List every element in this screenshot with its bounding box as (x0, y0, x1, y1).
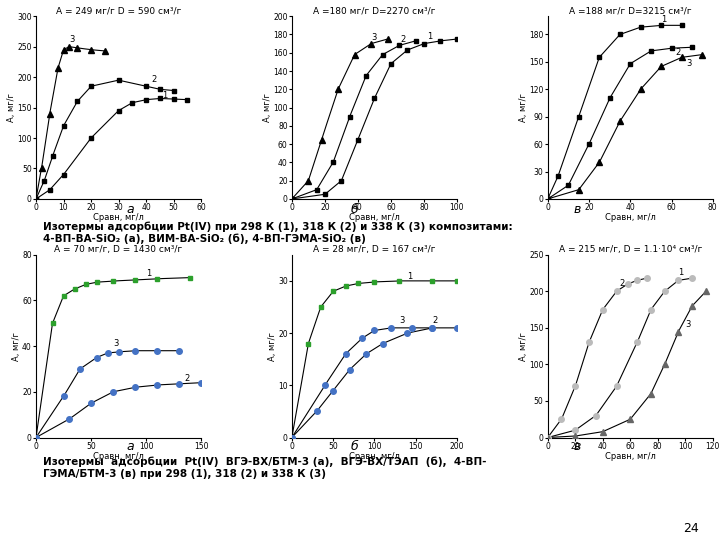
X-axis label: Сравн, мг/л: Сравн, мг/л (349, 213, 400, 222)
Text: Изотермы адсорбции Pt(IV) при 298 К (1), 318 К (2) и 338 К (3) композитами:
4-ВП: Изотермы адсорбции Pt(IV) при 298 К (1),… (42, 221, 513, 244)
Text: б: б (350, 440, 358, 453)
Text: 1: 1 (163, 91, 168, 100)
Y-axis label: А, мг/г: А, мг/г (12, 332, 21, 361)
Text: в: в (574, 440, 581, 453)
Text: 1: 1 (427, 32, 433, 41)
X-axis label: Сравн, мг/л: Сравн, мг/л (93, 213, 144, 222)
Text: 3: 3 (399, 316, 405, 325)
Text: б: б (350, 204, 358, 217)
Text: 3: 3 (685, 320, 690, 329)
Text: Изотермы  адсорбции  Pt(IV)  ВГЭ-ВХ/БТМ-3 (а),  ВГЭ-ВХ/ТЭАП  (б),  4-ВП-
ГЭМА/БТ: Изотермы адсорбции Pt(IV) ВГЭ-ВХ/БТМ-3 (… (42, 456, 486, 478)
X-axis label: Сравн, мг/л: Сравн, мг/л (93, 452, 144, 461)
Text: 2: 2 (184, 374, 190, 383)
Text: 2: 2 (151, 76, 157, 84)
Text: 1: 1 (146, 268, 151, 278)
X-axis label: Сравн, мг/л: Сравн, мг/л (605, 452, 656, 461)
Text: а: а (127, 440, 135, 453)
Y-axis label: А, мг/г: А, мг/г (263, 93, 272, 122)
Title: A = 215 мг/г, D = 1.1·10⁴ см³/г: A = 215 мг/г, D = 1.1·10⁴ см³/г (559, 245, 702, 254)
Title: A =180 мг/г D=2270 см³/г: A =180 мг/г D=2270 см³/г (313, 6, 436, 16)
Text: а: а (127, 204, 135, 217)
Text: 1: 1 (661, 15, 667, 24)
Y-axis label: А, мг/г: А, мг/г (518, 332, 528, 361)
X-axis label: Сравн, мг/л: Сравн, мг/л (605, 213, 656, 222)
Title: A = 249 мг/г D = 590 см³/г: A = 249 мг/г D = 590 см³/г (56, 6, 181, 16)
Text: 2: 2 (432, 316, 438, 325)
Title: A = 28 мг/г, D = 167 см³/г: A = 28 мг/г, D = 167 см³/г (313, 245, 436, 254)
Text: 3: 3 (69, 35, 74, 44)
Text: 2: 2 (619, 279, 624, 288)
Text: 2: 2 (675, 48, 681, 57)
Text: 24: 24 (683, 522, 698, 535)
Text: 1: 1 (408, 272, 413, 281)
Text: 3: 3 (686, 59, 691, 68)
Title: A =188 мг/г D=3215 см³/г: A =188 мг/г D=3215 см³/г (569, 6, 692, 16)
Text: в: в (574, 204, 581, 217)
Text: 3: 3 (371, 33, 377, 42)
X-axis label: Сравн, мг/л: Сравн, мг/л (349, 452, 400, 461)
Y-axis label: А, мг/г: А, мг/г (518, 93, 528, 122)
Text: 2: 2 (401, 35, 406, 44)
Y-axis label: А, мг/г: А, мг/г (268, 332, 276, 361)
Title: A = 70 мг/г, D = 1430 см³/г: A = 70 мг/г, D = 1430 см³/г (55, 245, 183, 254)
Text: 3: 3 (113, 340, 118, 348)
Y-axis label: А, мг/г: А, мг/г (6, 93, 16, 122)
Text: 1: 1 (678, 268, 684, 276)
